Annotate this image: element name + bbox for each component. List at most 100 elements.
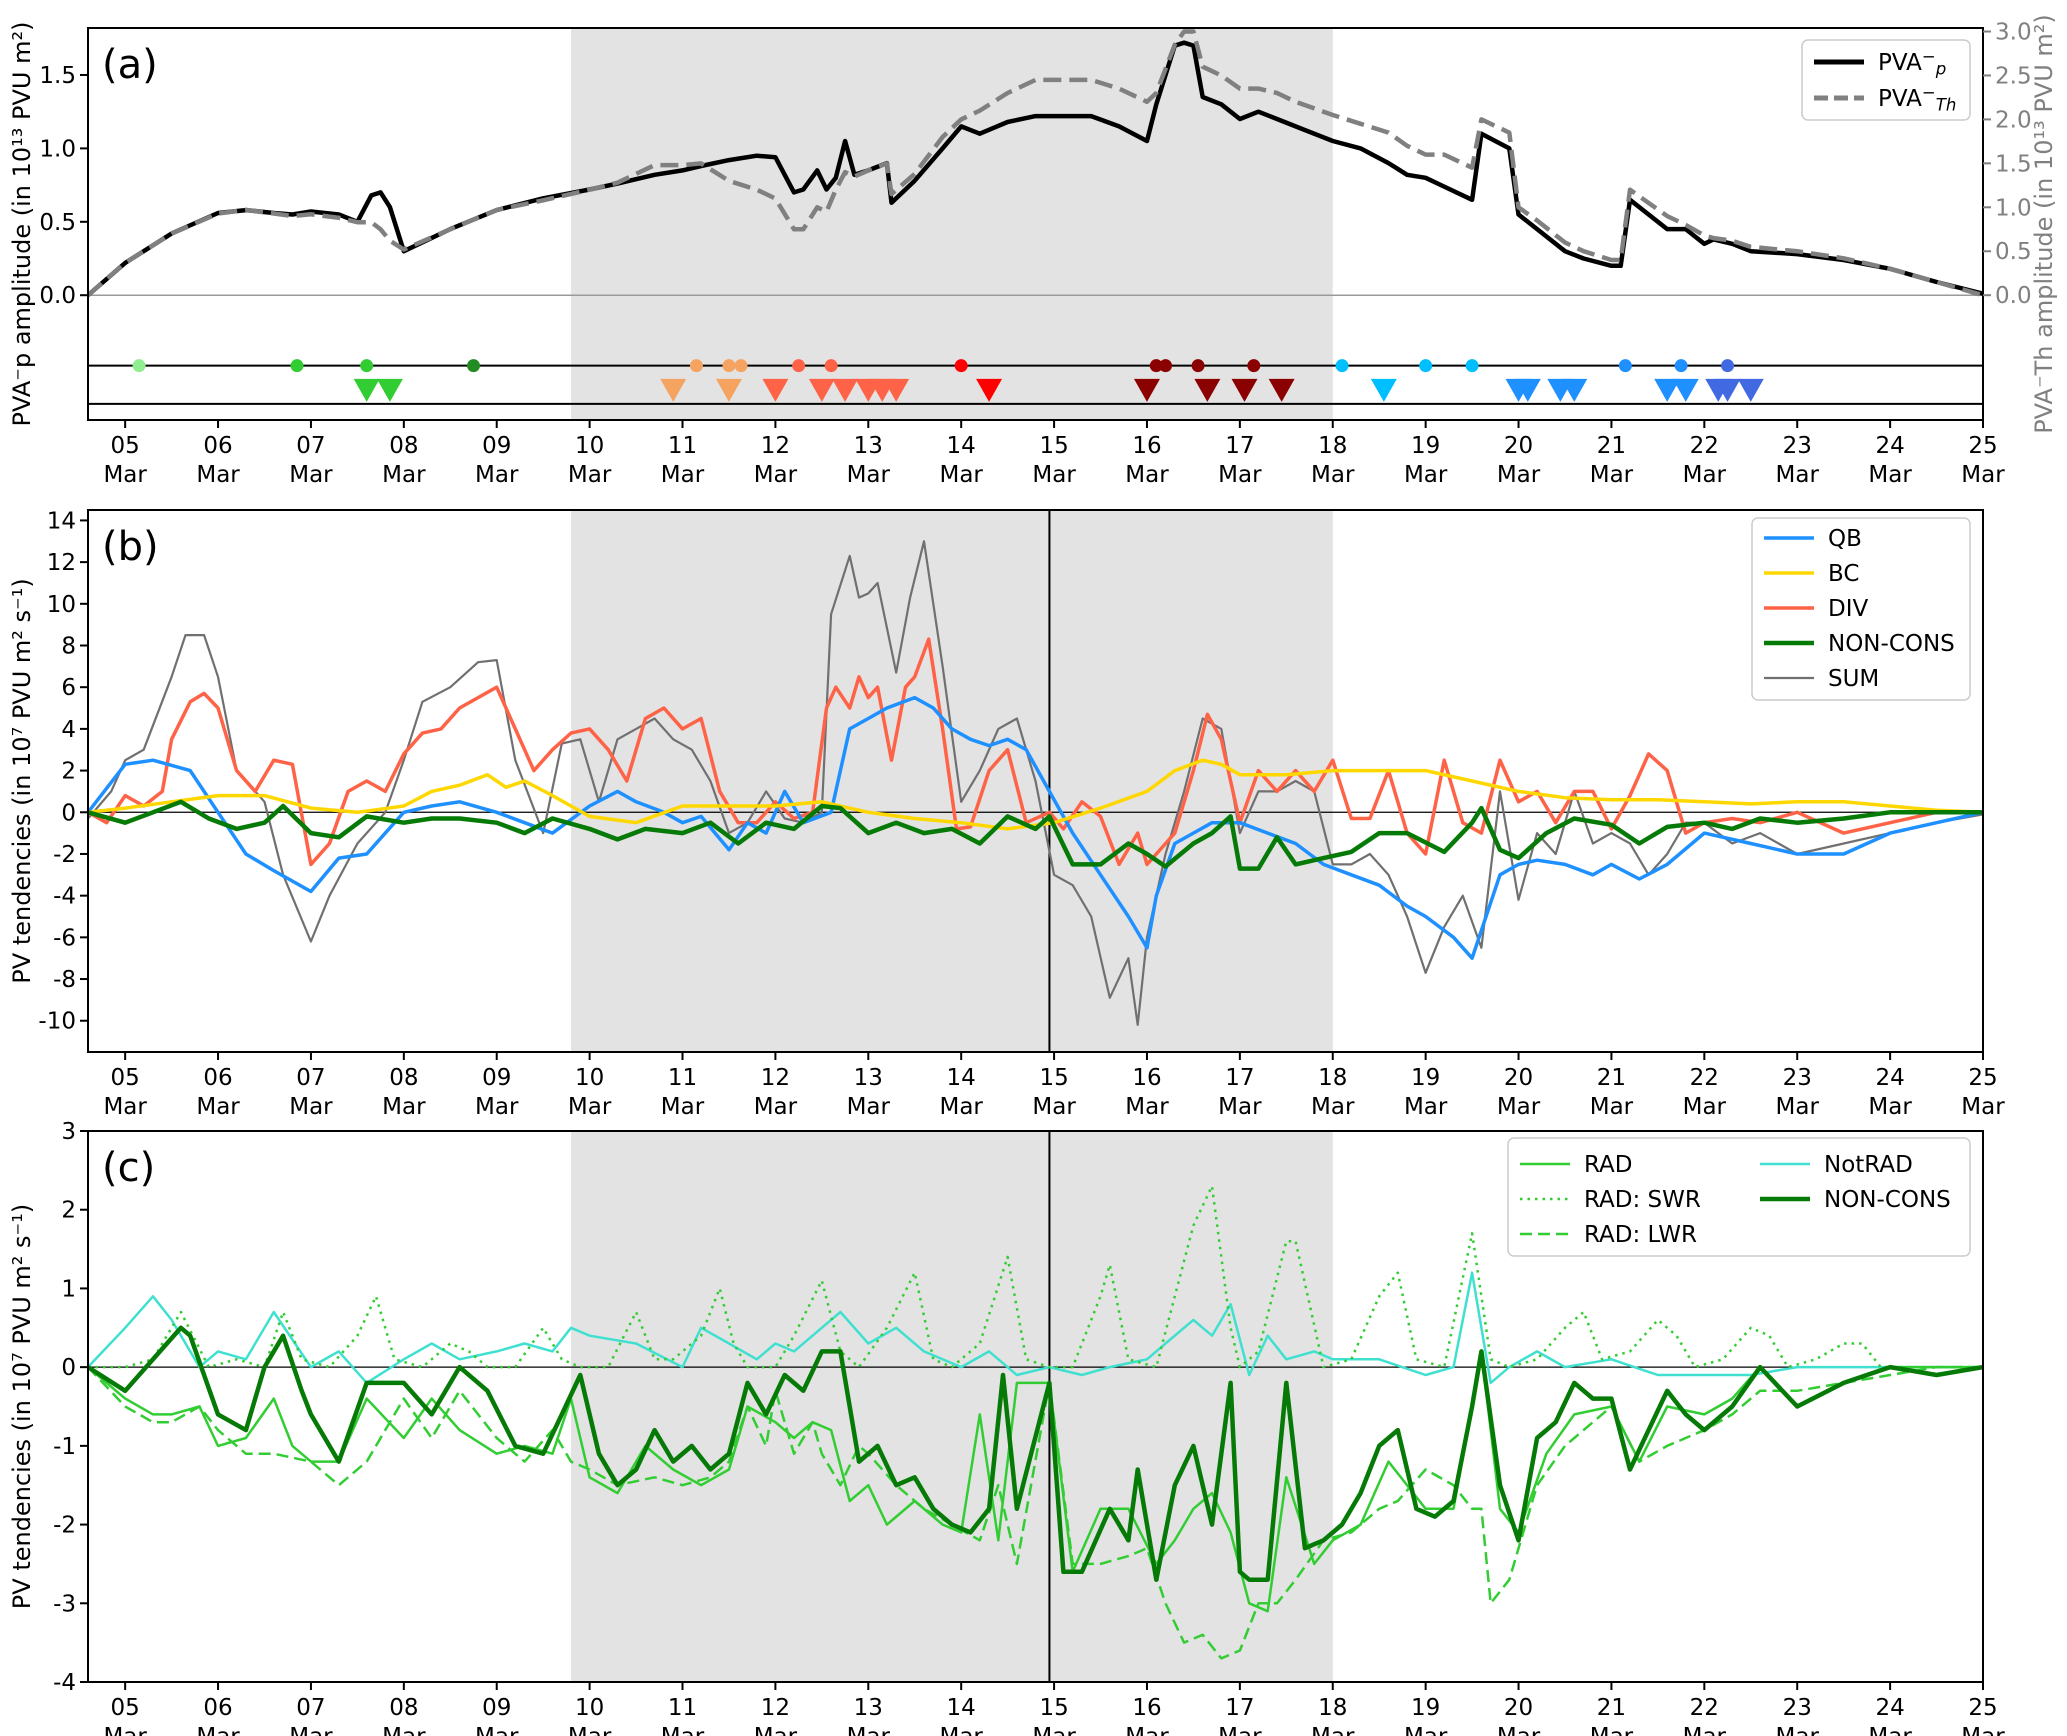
legend-label: NotRAD [1824,1152,1913,1178]
panel-label: (b) [102,524,159,570]
series-group [88,540,1983,1027]
event-triangle [1514,378,1541,402]
event-triangle [715,378,742,402]
event-circle [1721,359,1735,373]
event-triangle [376,378,403,402]
x-tick-day-label: 06 [203,1695,232,1721]
x-tick-month-label: Mar [1404,1724,1448,1736]
legend-label: NON-CONS [1828,631,1955,657]
x-tick-month-label: Mar [289,1724,333,1736]
event-triangle [660,378,687,402]
event-triangle [1231,378,1258,402]
event-triangle [1561,378,1588,402]
x-tick-day-label: 05 [111,433,140,459]
y-tick-label: -4 [53,1670,76,1696]
x-tick-month-label: Mar [1590,1094,1634,1120]
event-triangle [832,378,859,402]
x-tick-month-label: Mar [196,1094,240,1120]
x-tick-day-label: 25 [1968,1695,1997,1721]
x-tick-month-label: Mar [1961,1724,2005,1736]
series-non-cons [88,1325,1983,1582]
panel-label: (c) [102,1145,155,1191]
x-tick-day-label: 07 [296,1695,325,1721]
y2-tick-label: 3.0 [1995,20,2032,46]
y-tick-label: 14 [47,508,76,534]
x-tick-day-label: 05 [111,1695,140,1721]
x-tick-month-label: Mar [1868,462,1912,488]
event-circle [1191,359,1205,373]
x-tick-month-label: Mar [1683,1094,1727,1120]
x-tick-day-label: 21 [1597,1695,1626,1721]
x-tick-day-label: 17 [1225,1065,1254,1091]
x-tick-day-label: 23 [1783,1695,1812,1721]
legend-label: RAD: LWR [1584,1222,1697,1248]
x-tick-day-label: 06 [203,433,232,459]
series-rad-swr [88,1184,1983,1369]
x-tick-day-label: 18 [1318,1065,1347,1091]
x-tick-day-label: 11 [668,1065,697,1091]
x-tick-day-label: 10 [575,1065,604,1091]
x-tick-month-label: Mar [661,1724,705,1736]
event-circle [1247,359,1261,373]
x-tick-month-label: Mar [1125,1724,1169,1736]
x-tick-day-label: 13 [854,1065,883,1091]
legend-box [1751,517,1971,701]
shaded-period [571,28,1333,420]
x-tick-day-label: 17 [1225,1695,1254,1721]
x-tick-day-label: 12 [761,433,790,459]
x-tick-day-label: 19 [1411,433,1440,459]
x-tick-month-label: Mar [382,1724,426,1736]
x-tick-month-label: Mar [1776,1724,1820,1736]
x-tick-day-label: 17 [1225,433,1254,459]
series-pva-th [88,29,1983,298]
x-tick-day-label: 25 [1968,1065,1997,1091]
x-tick-month-label: Mar [1497,1094,1541,1120]
event-triangle [883,378,910,402]
series-rad-lwr [88,1365,1983,1660]
legend-label: RAD [1584,1152,1633,1178]
legend-label: SUM [1828,666,1879,692]
x-tick-day-label: 09 [482,1065,511,1091]
y2-tick-label: 1.5 [1995,151,2032,177]
panel-a: 0.0 0.5 1.0 1.5 0.0 0.5 1.0 1.5 2.0 2.5 3.0 05 Mar 06… [8,14,2058,488]
y-tick-label: 4 [61,717,76,743]
x-tick-month-label: Mar [1404,1094,1448,1120]
plot-frame [87,1130,1984,1683]
x-tick-day-label: 24 [1875,433,1904,459]
x-tick-month-label: Mar [754,462,798,488]
x-tick-day-label: 10 [575,1695,604,1721]
x-tick-day-label: 15 [1039,1065,1068,1091]
x-tick-day-label: 18 [1318,433,1347,459]
shaded-period [571,1131,1333,1682]
x-tick-month-label: Mar [475,1724,519,1736]
x-tick-day-label: 22 [1690,433,1719,459]
x-tick-day-label: 07 [296,1065,325,1091]
x-tick-month-label: Mar [1590,462,1634,488]
event-triangle [762,378,789,402]
x-tick-month-label: Mar [1125,462,1169,488]
x-tick-month-label: Mar [939,1724,983,1736]
x-tick-day-label: 19 [1411,1695,1440,1721]
x-tick-month-label: Mar [1497,462,1541,488]
x-tick-month-label: Mar [939,462,983,488]
panel-label: (a) [102,42,158,88]
x-tick-day-label: 15 [1039,433,1068,459]
y-tick-label: 12 [47,550,76,576]
x-tick-day-label: 21 [1597,433,1626,459]
event-triangle [1672,378,1699,402]
x-tick-month-label: Mar [1497,1724,1541,1736]
x-tick-month-label: Mar [754,1724,798,1736]
plot-frame [87,27,1984,421]
x-tick-month-label: Mar [1683,462,1727,488]
event-triangle [1737,378,1764,402]
x-tick-day-label: 09 [482,1695,511,1721]
legend-label: DIV [1828,596,1868,622]
legend-label: RAD: SWR [1584,1187,1701,1213]
x-tick-day-label: 20 [1504,1695,1533,1721]
x-tick-day-label: 09 [482,433,511,459]
y2-tick-label: 2.5 [1995,63,2032,89]
event-circle [734,359,748,373]
x-tick-month-label: Mar [1032,1094,1076,1120]
x-tick-day-label: 12 [761,1065,790,1091]
